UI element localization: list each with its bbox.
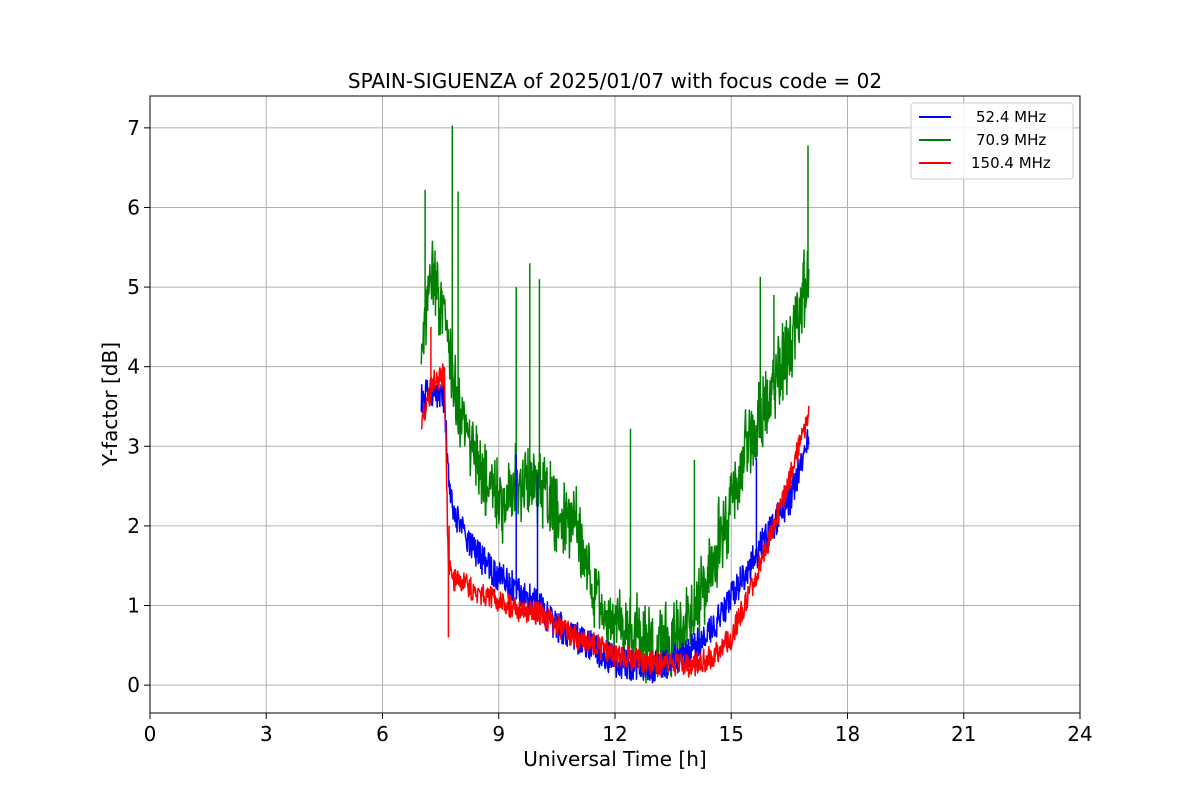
x-tick-label: 24: [1067, 722, 1092, 746]
y-axis-label: Y-factor [dB]: [98, 342, 122, 467]
legend-label-52: 52.4 MHz: [976, 108, 1046, 126]
x-tick-label: 15: [719, 722, 744, 746]
y-tick-label: 5: [127, 275, 140, 299]
y-tick-label: 2: [127, 514, 140, 538]
x-tick-label: 3: [260, 722, 273, 746]
legend-label-150: 150.4 MHz: [971, 154, 1051, 172]
y-tick-label: 1: [127, 594, 140, 618]
legend-box: [910, 102, 1074, 180]
series-line-70-9-mhz: [420, 125, 810, 684]
legend-label-70: 70.9 MHz: [976, 131, 1046, 149]
y-tick-label: 7: [127, 116, 140, 140]
x-tick-label: 21: [951, 722, 976, 746]
y-tick-label: 6: [127, 195, 140, 219]
y-tick-label: 3: [127, 434, 140, 458]
y-tick-label: 4: [127, 355, 140, 379]
y-tick-label: 0: [127, 673, 140, 697]
chart-title: SPAIN-SIGUENZA of 2025/01/07 with focus …: [348, 69, 882, 93]
legend: 52.4 MHz 70.9 MHz 150.4 MHz: [910, 102, 1074, 180]
x-axis-label: Universal Time [h]: [523, 747, 706, 771]
x-tick-label: 6: [376, 722, 389, 746]
x-axis: 0 3 6 9 12 15 18 21 24: [144, 713, 1093, 746]
series-layer: [420, 125, 810, 684]
x-tick-label: 9: [492, 722, 505, 746]
x-tick-label: 18: [835, 722, 860, 746]
x-tick-label: 0: [144, 722, 157, 746]
x-tick-label: 12: [602, 722, 627, 746]
series-line-150-4-mhz: [420, 326, 810, 678]
y-axis: 0 1 2 3 4 5 6 7: [127, 116, 150, 697]
